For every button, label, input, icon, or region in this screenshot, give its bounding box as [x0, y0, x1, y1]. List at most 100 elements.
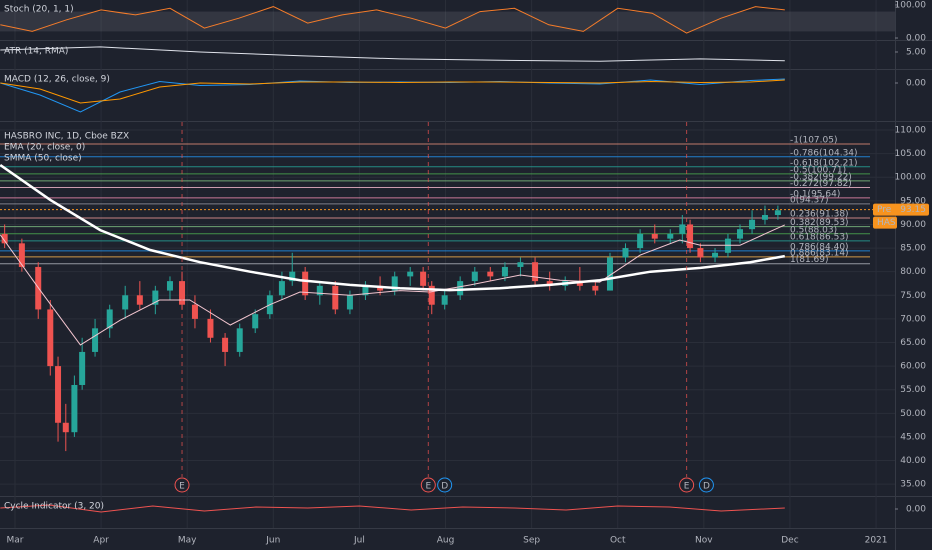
indicator-line	[0, 79, 785, 104]
candle-body	[1, 233, 8, 244]
legend-entry: EMA (20, close, 0)	[4, 143, 85, 153]
x-tick-label: Mar	[6, 536, 23, 546]
panel-title: MACD (12, 26, close, 9)	[4, 75, 110, 85]
candle-body	[278, 281, 285, 296]
x-tick-label: Jun	[265, 536, 280, 546]
candle-body	[637, 233, 644, 249]
event-marker	[437, 477, 453, 493]
candle-body	[501, 266, 508, 277]
indicator-line	[0, 6, 785, 34]
fib-label: -0.382(99.22)	[790, 172, 852, 182]
candle-body	[332, 285, 339, 310]
fib-label: -0.786(104.34)	[790, 148, 858, 158]
fib-label: 0.618(86.53)	[790, 232, 849, 242]
candle-body	[651, 233, 658, 239]
fib-label: -0.272(97.82)	[790, 179, 852, 189]
candle-body	[346, 295, 353, 310]
y-tick-label: 55.00	[900, 385, 926, 395]
candle-body	[774, 210, 781, 216]
y-tick-label: 85.00	[900, 244, 926, 254]
candle-body	[420, 271, 427, 286]
indicator-line	[0, 163, 786, 292]
y-tick-label: 110.00	[895, 126, 927, 136]
price-badge	[873, 203, 929, 216]
event-marker	[420, 477, 436, 493]
fib-label: 0.786(84.40)	[790, 242, 849, 252]
candle-body	[71, 384, 78, 433]
y-tick-label: 105.00	[895, 149, 927, 159]
candle-body	[667, 233, 674, 239]
x-tick-label: Jul	[353, 536, 365, 546]
candle-body	[712, 252, 719, 258]
y-tick-label: 95.00	[900, 196, 926, 206]
candle-body	[302, 271, 309, 296]
candle-body	[724, 238, 731, 253]
y-tick-label: 50.00	[900, 409, 926, 419]
x-tick-label: May	[178, 536, 197, 546]
indicator-line	[0, 224, 786, 346]
y-tick-label: 0.00	[906, 34, 926, 44]
y-tick-label: 90.00	[900, 220, 926, 230]
x-tick-label: Dec	[781, 536, 798, 546]
panel-title: HASBRO INC, 1D, Cboe BZX	[4, 132, 129, 142]
candle-body	[92, 328, 99, 352]
event-marker	[679, 477, 695, 493]
panel-title: ATR (14, RMA)	[4, 47, 68, 57]
indicator-line	[0, 504, 785, 513]
y-tick-label: 65.00	[900, 338, 926, 348]
x-tick-label: Apr	[93, 536, 109, 546]
candle-body	[55, 366, 62, 423]
candle-body	[377, 285, 384, 291]
y-tick-label: 75.00	[900, 291, 926, 301]
price-label: 93.15	[900, 205, 926, 215]
candle-body	[697, 248, 704, 258]
y-tick-label: 100.00	[895, 173, 927, 183]
y-tick-label: 80.00	[900, 267, 926, 277]
y-tick-label: 100.00	[895, 0, 927, 10]
y-tick-label: 35.00	[900, 480, 926, 490]
candle-body	[407, 271, 414, 277]
fib-label: 0.5(88.03)	[790, 225, 837, 235]
candle-body	[471, 271, 478, 282]
candle-body	[222, 337, 229, 352]
fib-label: 1(81.69)	[790, 255, 829, 265]
event-label: E	[425, 482, 431, 492]
candle-body	[391, 276, 398, 291]
fib-label: -1(107.05)	[790, 135, 838, 145]
candle-body	[236, 328, 243, 352]
fib-label: -0.618(102.21)	[790, 158, 858, 168]
fib-label: 0.382(89.53)	[790, 218, 849, 228]
fib-label: 0.886(83.14)	[790, 248, 849, 258]
indicator-line	[0, 46, 785, 62]
candle-body	[576, 281, 583, 286]
candle-body	[316, 285, 323, 296]
x-tick-label: Aug	[437, 536, 455, 546]
candle-body	[428, 285, 435, 305]
event-label: D	[703, 482, 710, 492]
candle-body	[592, 285, 599, 291]
candle-body	[152, 290, 159, 305]
fib-label: -0.5(100.71)	[790, 165, 846, 175]
candle-body	[252, 314, 259, 329]
candle-body	[749, 219, 756, 230]
symbol-label: HAS	[877, 218, 896, 228]
fib-label: 0(94.37)	[790, 195, 829, 205]
x-tick-label: Nov	[695, 536, 713, 546]
candle-body	[207, 318, 214, 338]
candle-body	[106, 309, 113, 329]
y-tick-label: 5.00	[906, 47, 926, 57]
y-tick-label: 45.00	[900, 432, 926, 442]
candle-body	[679, 224, 686, 234]
event-label: D	[441, 482, 448, 492]
panel-title: Cycle Indicator (3, 20)	[4, 502, 104, 512]
candle-body	[47, 309, 54, 367]
candle-body	[737, 229, 744, 239]
candle-body	[191, 304, 198, 319]
x-tick-label: 2021	[865, 536, 888, 546]
y-tick-label: 0.00	[906, 505, 926, 515]
candle-body	[362, 285, 369, 296]
symbol-badge	[873, 216, 897, 229]
pre-label: Pre	[877, 205, 892, 215]
